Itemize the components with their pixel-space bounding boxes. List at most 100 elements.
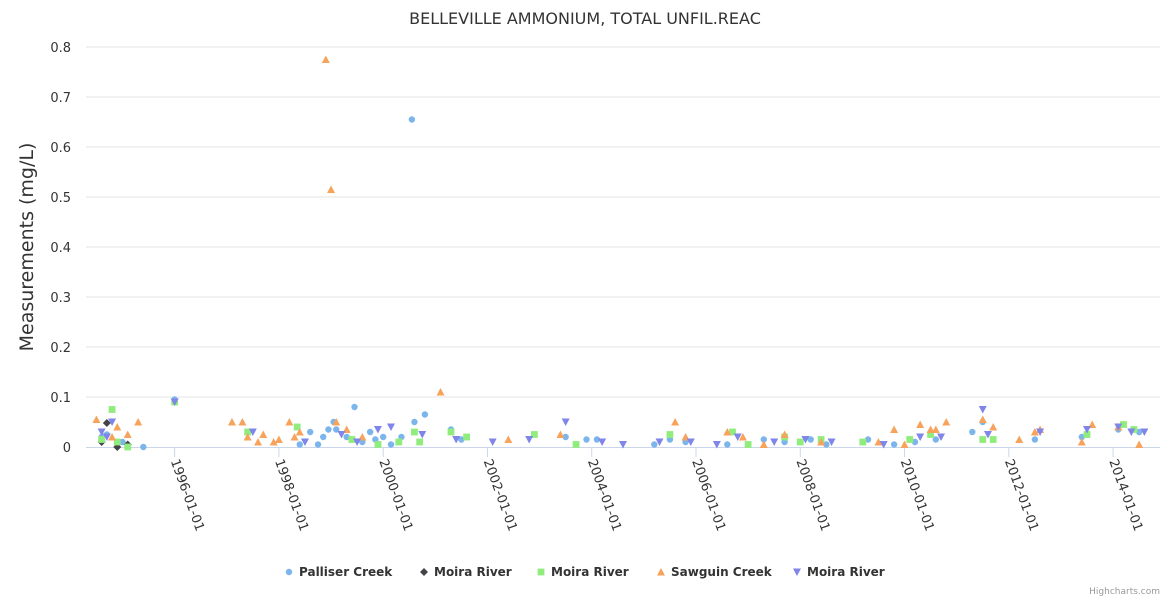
data-point[interactable] (989, 423, 998, 431)
data-point[interactable] (1031, 436, 1039, 443)
data-point[interactable] (379, 433, 387, 441)
data-point[interactable] (488, 438, 497, 447)
data-point[interactable] (926, 425, 935, 434)
data-point[interactable] (248, 428, 257, 437)
data-point[interactable] (801, 436, 810, 444)
data-point[interactable] (458, 436, 465, 443)
data-point[interactable] (327, 185, 336, 194)
data-point[interactable] (796, 438, 804, 446)
data-point[interactable] (418, 431, 427, 439)
legend-item[interactable]: Moira River (793, 565, 885, 579)
data-point[interactable] (655, 438, 664, 447)
data-point[interactable] (395, 438, 403, 446)
data-point[interactable] (374, 441, 382, 448)
data-point[interactable] (738, 433, 747, 441)
data-point[interactable] (108, 433, 117, 441)
data-point[interactable] (123, 430, 132, 439)
data-point[interactable] (321, 55, 330, 64)
data-point[interactable] (942, 418, 951, 426)
data-point[interactable] (890, 425, 899, 434)
data-point[interactable] (408, 116, 416, 123)
data-point[interactable] (314, 441, 322, 448)
data-point[interactable] (817, 438, 826, 446)
data-point[interactable] (348, 436, 356, 443)
data-point[interactable] (556, 430, 565, 439)
data-point[interactable] (373, 426, 382, 434)
data-point[interactable] (285, 418, 294, 426)
data-point[interactable] (770, 438, 779, 447)
data-point[interactable] (562, 433, 569, 441)
data-point[interactable] (113, 423, 122, 431)
data-point[interactable] (436, 388, 445, 396)
data-point[interactable] (911, 438, 919, 446)
data-point[interactable] (874, 438, 883, 446)
data-point[interactable] (525, 436, 534, 444)
data-point[interactable] (864, 436, 872, 443)
data-point[interactable] (827, 438, 836, 447)
data-point[interactable] (463, 433, 470, 441)
data-point[interactable] (733, 433, 742, 442)
data-point[interactable] (102, 433, 111, 442)
data-point[interactable] (807, 436, 814, 443)
data-point[interactable] (651, 441, 658, 448)
data-point[interactable] (343, 433, 350, 441)
legend[interactable]: Palliser Creek Moira River Moira River Sawg… (285, 565, 885, 579)
data-point[interactable] (712, 441, 721, 449)
data-point[interactable] (108, 418, 117, 427)
data-point[interactable] (351, 403, 358, 411)
data-point[interactable] (686, 438, 695, 447)
data-point[interactable] (724, 441, 731, 448)
data-point[interactable] (1120, 421, 1127, 428)
data-point[interactable] (1036, 428, 1045, 437)
data-point[interactable] (372, 436, 379, 443)
data-point[interactable] (780, 430, 789, 439)
data-point[interactable] (411, 428, 418, 436)
data-point[interactable] (254, 438, 263, 446)
data-point[interactable] (387, 441, 395, 448)
legend-item[interactable]: Moira River (420, 565, 512, 579)
data-point[interactable] (102, 419, 111, 427)
data-point[interactable] (113, 438, 121, 446)
data-point[interactable] (290, 433, 299, 441)
data-point[interactable] (1140, 428, 1149, 437)
data-point[interactable] (619, 441, 627, 449)
data-point[interactable] (666, 431, 674, 438)
data-point[interactable] (744, 441, 752, 448)
data-point[interactable] (932, 436, 940, 443)
data-point[interactable] (969, 428, 976, 436)
data-point[interactable] (447, 428, 455, 436)
data-point[interactable] (140, 443, 147, 451)
data-point[interactable] (416, 438, 424, 446)
data-point[interactable] (572, 441, 580, 448)
data-point[interactable] (1114, 423, 1123, 432)
data-point[interactable] (244, 428, 252, 436)
data-point[interactable] (92, 415, 101, 424)
data-point[interactable] (108, 406, 116, 413)
credits-link[interactable]: Highcharts.com (1089, 587, 1160, 597)
data-point[interactable] (931, 425, 940, 434)
data-point[interactable] (97, 428, 106, 437)
data-point[interactable] (293, 423, 301, 431)
data-point[interactable] (937, 433, 946, 442)
data-point[interactable] (411, 418, 418, 426)
data-point[interactable] (98, 436, 106, 443)
legend-item[interactable]: Moira River (537, 565, 629, 579)
data-point[interactable] (927, 431, 935, 438)
data-point[interactable] (916, 433, 925, 442)
data-point[interactable] (119, 438, 126, 446)
data-point[interactable] (124, 443, 132, 451)
data-point[interactable] (1135, 440, 1144, 449)
data-point[interactable] (561, 418, 570, 427)
data-point[interactable] (1083, 426, 1092, 434)
data-point[interactable] (859, 438, 867, 446)
data-point[interactable] (320, 433, 327, 441)
data-point[interactable] (337, 431, 346, 439)
data-point[interactable] (978, 415, 987, 424)
data-point[interactable] (979, 436, 987, 443)
data-point[interactable] (300, 438, 309, 447)
data-point[interactable] (386, 423, 395, 432)
data-point[interactable] (1078, 433, 1085, 441)
data-point[interactable] (274, 435, 283, 444)
data-point[interactable] (353, 438, 362, 447)
data-point[interactable] (134, 418, 143, 426)
